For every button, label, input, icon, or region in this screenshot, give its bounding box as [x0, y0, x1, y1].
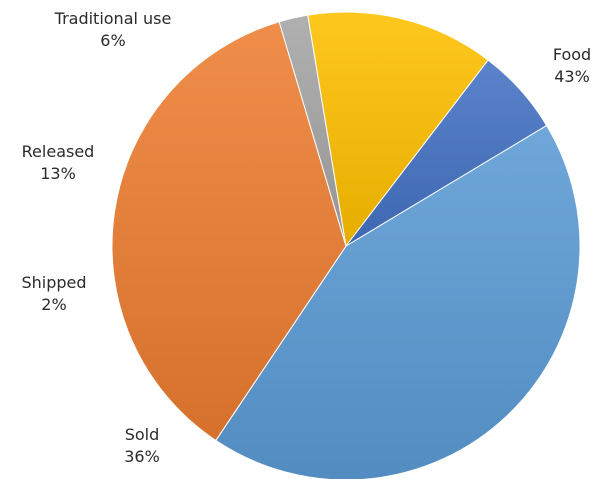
slice-label-name: Food [553, 45, 591, 64]
slice-label-released: Released 13% [22, 142, 95, 183]
slice-labels: Food 43% Sold 36% Shipped 2% Released 13% Tradit… [21, 9, 591, 466]
slice-label-sold: Sold 36% [124, 425, 160, 466]
slice-label-name: Traditional use [54, 9, 172, 28]
pie-slice-traditional-use [345, 59, 548, 247]
slice-label-name: Sold [125, 425, 160, 444]
slice-label-shipped: Shipped 2% [21, 273, 86, 314]
slice-label-value: 36% [124, 447, 160, 466]
slice-label-name: Released [22, 142, 95, 161]
slice-label-traditional-use: Traditional use 6% [54, 9, 172, 50]
pie-slice-sold [111, 21, 347, 442]
slice-label-food: Food 43% [553, 45, 591, 86]
pie-slice-released [307, 11, 489, 248]
slice-label-value: 43% [554, 67, 590, 86]
pie-slices [111, 11, 581, 479]
slice-label-name: Shipped [21, 273, 86, 292]
slice-label-value: 2% [41, 295, 66, 314]
slice-label-value: 6% [100, 31, 125, 50]
pie-slice-food [215, 124, 581, 479]
slice-label-value: 13% [40, 164, 76, 183]
